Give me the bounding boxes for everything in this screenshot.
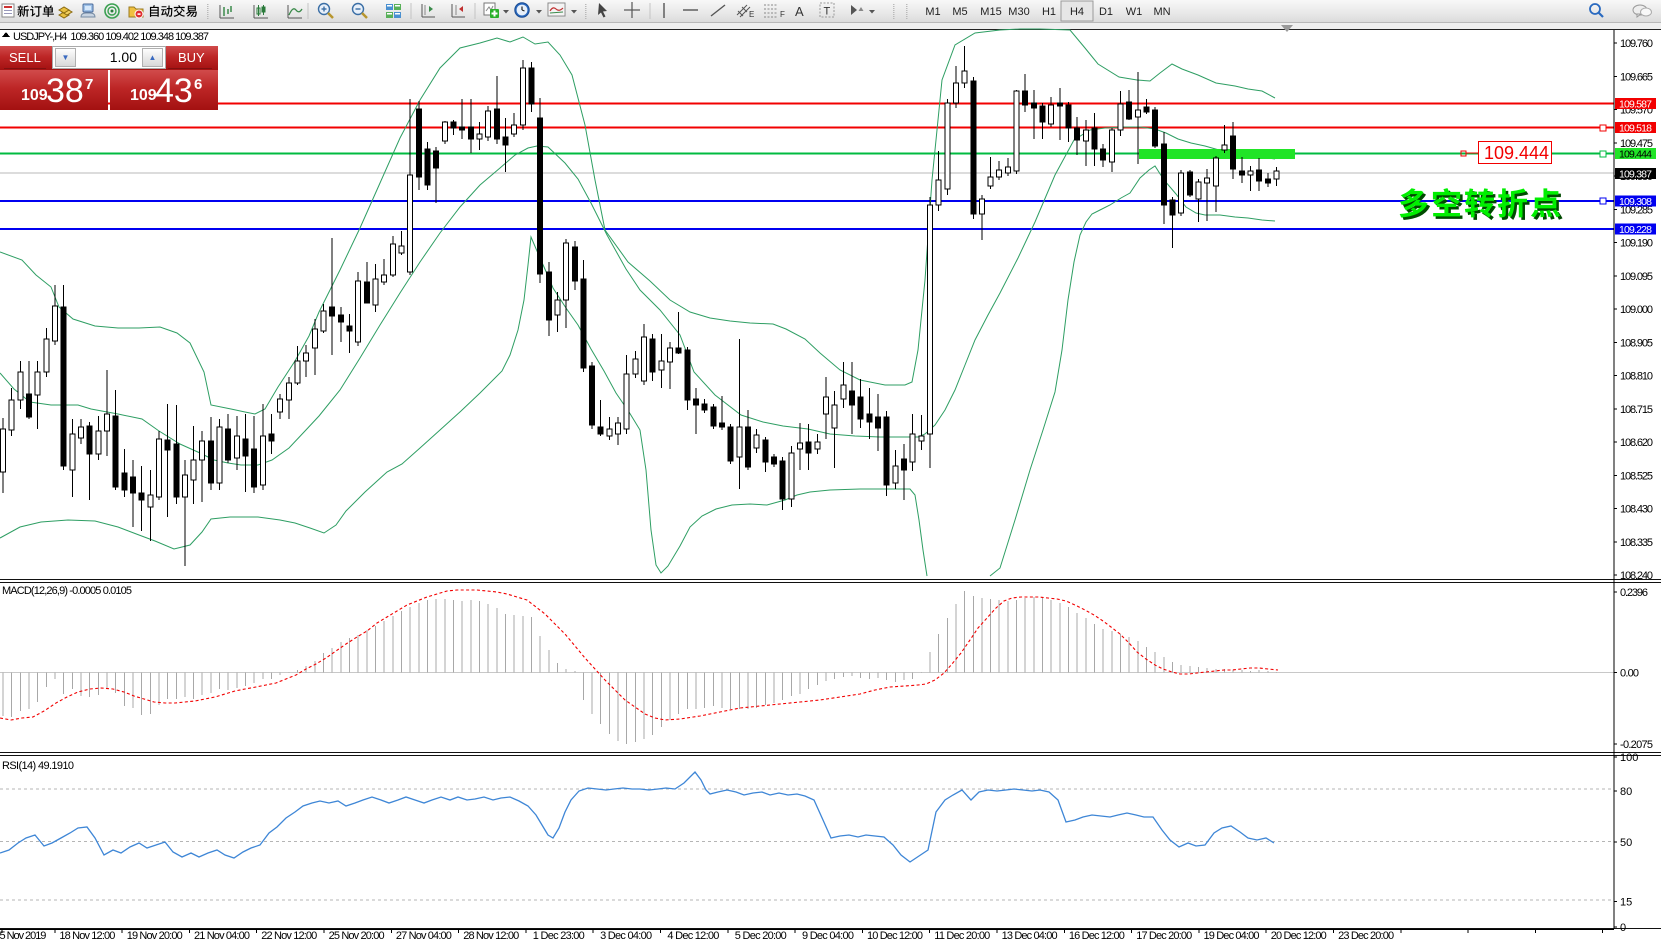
- svg-text:109.587: 109.587: [1619, 99, 1652, 111]
- svg-text:0.00: 0.00: [1620, 668, 1639, 680]
- svg-text:108.335: 108.335: [1620, 537, 1653, 549]
- svg-text:108.905: 108.905: [1620, 337, 1653, 349]
- svg-text:11 Dec 20:00: 11 Dec 20:00: [934, 930, 990, 942]
- svg-text:80: 80: [1620, 786, 1632, 798]
- svg-text:MACD(12,26,9) -0.0005 0.0105: MACD(12,26,9) -0.0005 0.0105: [2, 585, 132, 597]
- svg-text:F: F: [780, 10, 785, 19]
- svg-text:M1: M1: [925, 6, 940, 18]
- svg-text:23 Dec 20:00: 23 Dec 20:00: [1338, 930, 1394, 942]
- svg-text:19 Nov 20:00: 19 Nov 20:00: [127, 930, 183, 942]
- svg-text:28 Nov 12:00: 28 Nov 12:00: [463, 930, 519, 942]
- svg-text:109.095: 109.095: [1620, 271, 1653, 283]
- svg-text:109.444: 109.444: [1484, 143, 1549, 163]
- svg-text:109.518: 109.518: [1619, 123, 1652, 135]
- svg-text:W1: W1: [1126, 6, 1143, 18]
- svg-text:15: 15: [1620, 897, 1632, 909]
- svg-text:9 Dec 04:00: 9 Dec 04:00: [802, 930, 854, 942]
- svg-text:27 Nov 04:00: 27 Nov 04:00: [396, 930, 452, 942]
- svg-text:109.444: 109.444: [1619, 149, 1652, 161]
- svg-text:109.000: 109.000: [1620, 304, 1653, 316]
- svg-text:13 Dec 04:00: 13 Dec 04:00: [1002, 930, 1058, 942]
- svg-text:108.620: 108.620: [1620, 437, 1653, 449]
- svg-text:4 Dec 12:00: 4 Dec 12:00: [667, 930, 719, 942]
- svg-text:15 Nov 2019: 15 Nov 2019: [0, 930, 46, 942]
- svg-text:E: E: [749, 10, 754, 19]
- svg-text:T: T: [824, 6, 831, 18]
- svg-text:-0.2075: -0.2075: [1620, 739, 1653, 751]
- svg-text:25 Nov 20:00: 25 Nov 20:00: [329, 930, 385, 942]
- svg-text:108.715: 108.715: [1620, 404, 1653, 416]
- svg-text:H1: H1: [1042, 6, 1056, 18]
- svg-text:D1: D1: [1099, 6, 1113, 18]
- svg-text:108.810: 108.810: [1620, 371, 1653, 383]
- svg-text:109.475: 109.475: [1620, 138, 1653, 150]
- svg-text:RSI(14) 49.1910: RSI(14) 49.1910: [2, 760, 74, 772]
- svg-text:18 Nov 12:00: 18 Nov 12:00: [59, 930, 115, 942]
- svg-text:M30: M30: [1008, 6, 1029, 18]
- svg-text:20 Dec 12:00: 20 Dec 12:00: [1271, 930, 1327, 942]
- svg-text:109.228: 109.228: [1619, 224, 1652, 236]
- svg-text:5 Dec 20:00: 5 Dec 20:00: [735, 930, 787, 942]
- svg-text:19 Dec 04:00: 19 Dec 04:00: [1204, 930, 1260, 942]
- svg-text:1 Dec 23:00: 1 Dec 23:00: [533, 930, 585, 942]
- svg-text:108.525: 108.525: [1620, 470, 1653, 482]
- svg-text:17 Dec 20:00: 17 Dec 20:00: [1136, 930, 1192, 942]
- svg-text:108.240: 108.240: [1620, 570, 1653, 582]
- svg-text:3 Dec 04:00: 3 Dec 04:00: [600, 930, 652, 942]
- svg-text:22 Nov 12:00: 22 Nov 12:00: [261, 930, 317, 942]
- svg-text:0.2396: 0.2396: [1620, 587, 1648, 599]
- svg-text:109.190: 109.190: [1620, 238, 1653, 250]
- svg-text:100: 100: [1620, 752, 1638, 764]
- svg-text:109.308: 109.308: [1619, 196, 1652, 208]
- svg-text:10 Dec 12:00: 10 Dec 12:00: [867, 930, 923, 942]
- svg-text:H4: H4: [1070, 6, 1084, 18]
- svg-text:109.665: 109.665: [1620, 71, 1653, 83]
- svg-text:M5: M5: [952, 6, 967, 18]
- svg-text:0: 0: [1620, 922, 1626, 934]
- svg-text:109.387: 109.387: [1619, 169, 1652, 181]
- svg-text:MN: MN: [1153, 6, 1170, 18]
- svg-text:109.285: 109.285: [1620, 204, 1653, 216]
- svg-text:M15: M15: [980, 6, 1001, 18]
- svg-text:108.430: 108.430: [1620, 504, 1653, 516]
- svg-text:109.760: 109.760: [1620, 38, 1653, 50]
- svg-text:50: 50: [1620, 837, 1632, 849]
- svg-text:A: A: [795, 4, 804, 19]
- svg-text:16 Dec 12:00: 16 Dec 12:00: [1069, 930, 1125, 942]
- svg-text:USDJPY-,H4 109.360 109.402 10: USDJPY-,H4 109.360 109.402 109.348 109.3…: [13, 31, 209, 43]
- svg-text:21 Nov 04:00: 21 Nov 04:00: [194, 930, 250, 942]
